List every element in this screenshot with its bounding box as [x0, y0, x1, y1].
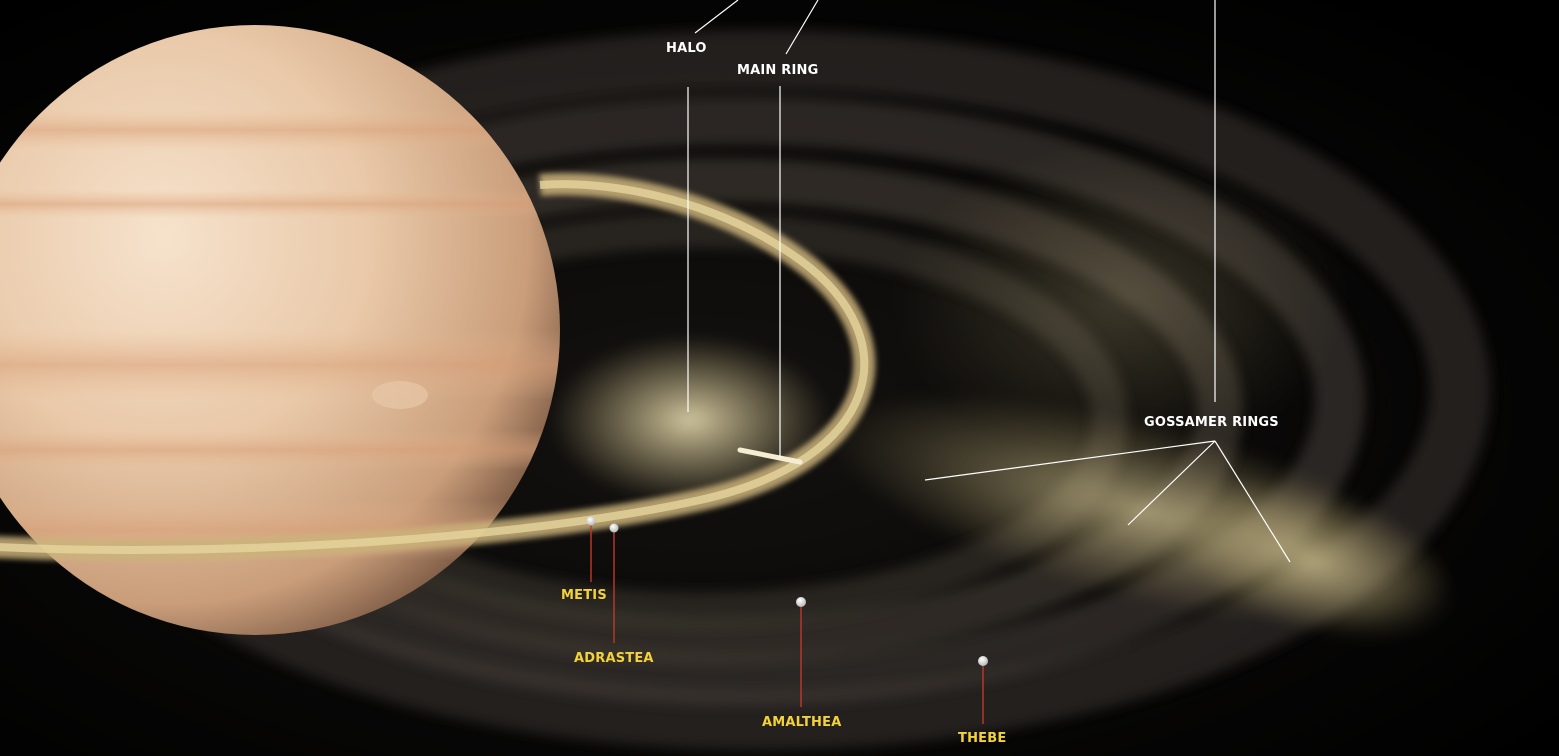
halo-dust	[550, 335, 830, 505]
main-ring-highlight	[737, 447, 803, 465]
main-ring-label: MAIN RING	[737, 63, 819, 78]
moon-leader-lines	[590, 523, 984, 724]
ring-leader-lines	[687, 0, 1291, 563]
amalthea-moon	[796, 597, 806, 607]
adrastea-moon	[609, 523, 619, 533]
thebe-label: THEBE	[958, 731, 1007, 746]
adrastea-label: ADRASTEA	[574, 651, 654, 666]
amalthea-label: AMALTHEA	[762, 715, 842, 730]
halo-label: HALO	[666, 41, 707, 56]
gossamer-rings-label: GOSSAMER RINGS	[1144, 415, 1279, 430]
thebe-moon	[978, 656, 988, 666]
metis-moon	[586, 516, 596, 526]
main-ring	[0, 173, 876, 561]
gossamer-ring-dust	[828, 140, 1455, 642]
metis-label: METIS	[561, 588, 607, 603]
